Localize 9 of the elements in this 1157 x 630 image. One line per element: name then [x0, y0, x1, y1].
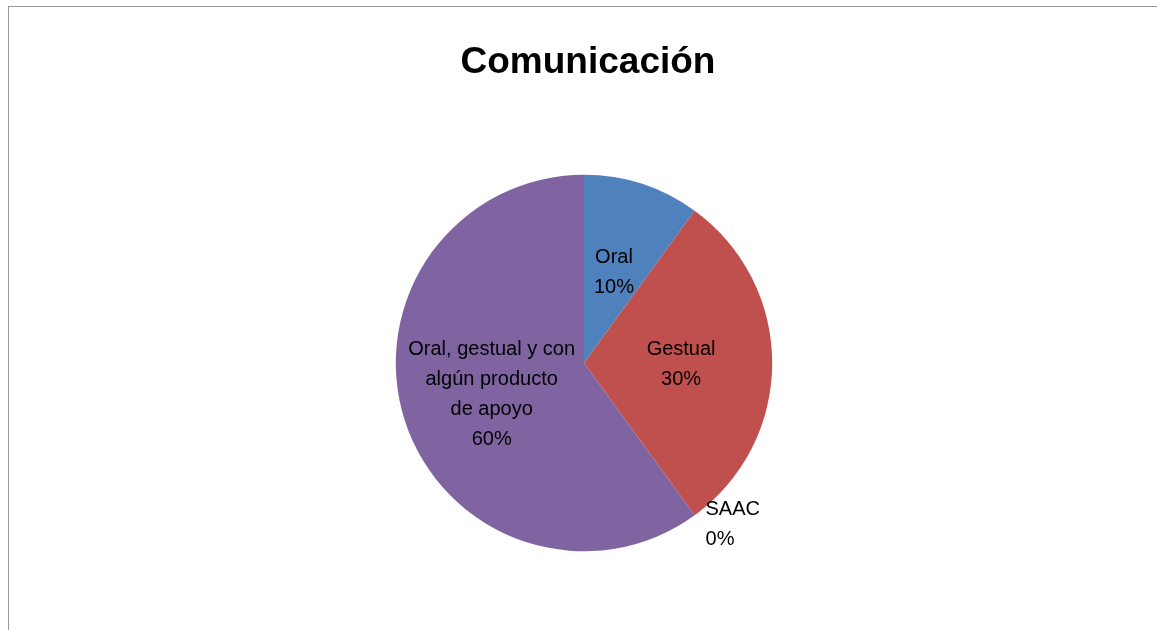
text: 0% — [705, 527, 735, 550]
category-label: SAAC — [705, 497, 760, 520]
chart-title: Comunicación — [460, 40, 716, 81]
slice-label: Oral, gestual y con algún producto de apoyo — [408, 337, 576, 420]
slice-label: Gestual — [646, 337, 716, 359]
data-label: 30% — [661, 367, 702, 389]
data-label: 10% — [593, 274, 635, 297]
slice-label: Oral — [595, 244, 633, 267]
data-label: 60% — [471, 427, 512, 450]
